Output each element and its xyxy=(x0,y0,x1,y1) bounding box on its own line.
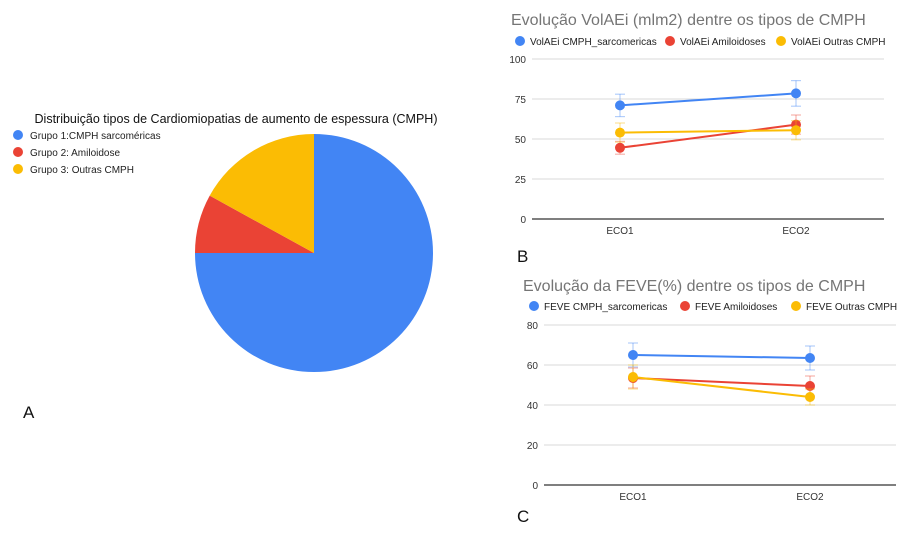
data-point xyxy=(791,125,801,136)
y-tick-label: 100 xyxy=(509,55,526,66)
data-point xyxy=(615,142,625,153)
legend-label: FEVE CMPH_sarcomericas xyxy=(544,302,667,313)
panel-label-a: A xyxy=(23,403,35,422)
data-point xyxy=(628,350,638,360)
data-point xyxy=(791,88,801,99)
x-tick-label: ECO1 xyxy=(606,226,634,237)
legend-label: Grupo 3: Outras CMPH xyxy=(30,165,134,176)
legend-marker xyxy=(680,301,690,311)
series-line xyxy=(619,129,797,134)
legend-label: Grupo 2: Amiloidose xyxy=(30,148,120,159)
legend-marker xyxy=(13,147,23,157)
feve-plot-area: 0 20 40 60 80 ECO1 ECO2 xyxy=(527,321,896,503)
legend-label: VolAEi CMPH_sarcomericas xyxy=(530,37,657,48)
y-tick-label: 80 xyxy=(527,321,539,332)
legend-marker xyxy=(791,301,801,311)
legend-label: FEVE Amiloidoses xyxy=(695,302,777,313)
y-tick-label: 0 xyxy=(532,481,538,492)
legend-marker xyxy=(13,130,23,140)
legend-marker xyxy=(776,36,786,46)
series-line xyxy=(619,123,797,149)
volaei-chart-panel: Evolução VolAEi (mlm2) dentre os tipos d… xyxy=(509,12,885,266)
data-point xyxy=(615,127,625,138)
series-line xyxy=(619,92,797,107)
x-tick-label: ECO1 xyxy=(619,492,647,503)
y-tick-label: 20 xyxy=(527,441,539,452)
y-tick-label: 50 xyxy=(515,135,527,146)
series-line xyxy=(632,376,811,398)
y-tick-label: 40 xyxy=(527,401,539,412)
legend-label: FEVE Outras CMPH xyxy=(806,302,897,313)
data-point xyxy=(615,100,625,111)
series-line xyxy=(632,354,811,359)
volaei-chart-title: Evolução VolAEi (mlm2) dentre os tipos d… xyxy=(511,12,866,29)
pie-slice xyxy=(209,134,314,253)
legend-marker xyxy=(13,164,23,174)
legend-marker xyxy=(515,36,525,46)
data-point xyxy=(628,372,638,382)
pie-legend: Grupo 1:CMPH sarcoméricas Grupo 2: Amiloi… xyxy=(13,130,161,176)
pie-chart-title: Distribuição tipos de Cardiomiopatias de… xyxy=(35,112,438,126)
legend-marker xyxy=(665,36,675,46)
feve-chart-panel: Evolução da FEVE(%) dentre os tipos de C… xyxy=(517,278,897,526)
legend-label: VolAEi Outras CMPH xyxy=(791,37,885,48)
y-tick-label: 25 xyxy=(515,175,527,186)
x-tick-label: ECO2 xyxy=(796,492,824,503)
legend-marker xyxy=(529,301,539,311)
feve-chart-title: Evolução da FEVE(%) dentre os tipos de C… xyxy=(523,278,865,295)
volaei-legend: VolAEi CMPH_sarcomericas VolAEi Amiloidos… xyxy=(515,36,885,48)
pie-slices xyxy=(195,134,433,372)
x-tick-label: ECO2 xyxy=(782,226,810,237)
data-point xyxy=(805,381,815,391)
panel-label-c: C xyxy=(517,507,529,526)
y-tick-label: 75 xyxy=(515,95,527,106)
legend-label: VolAEi Amiloidoses xyxy=(680,37,766,48)
data-point xyxy=(805,392,815,402)
pie-slice xyxy=(195,195,314,253)
feve-legend: FEVE CMPH_sarcomericas FEVE Amiloidoses FE… xyxy=(529,301,897,313)
panel-label-b: B xyxy=(517,247,528,266)
data-point xyxy=(805,353,815,363)
legend-label: Grupo 1:CMPH sarcoméricas xyxy=(30,131,161,142)
volaei-plot-area: 0 25 50 75 100 ECO1 ECO2 xyxy=(509,55,884,237)
y-tick-label: 60 xyxy=(527,361,539,372)
pie-chart-panel: Distribuição tipos de Cardiomiopatias de… xyxy=(13,112,437,422)
y-tick-label: 0 xyxy=(520,215,526,226)
